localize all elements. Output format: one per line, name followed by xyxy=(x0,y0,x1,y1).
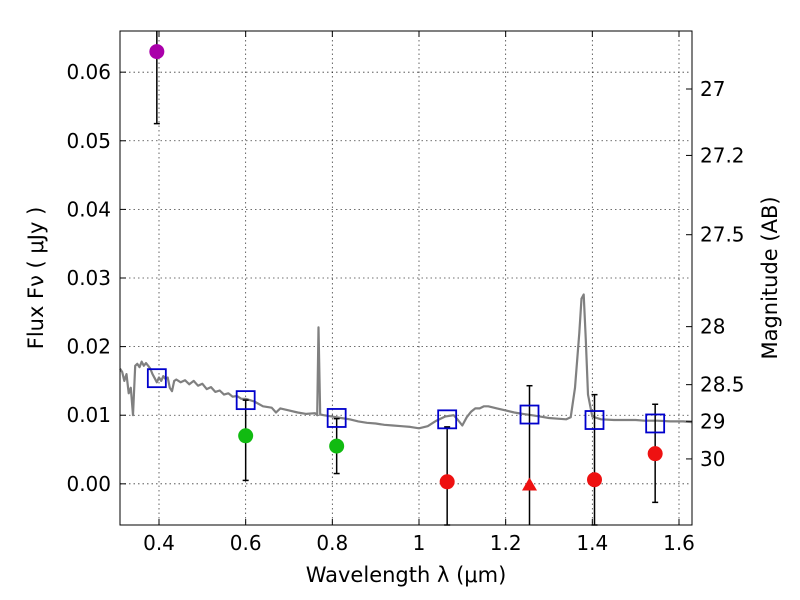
observed-points xyxy=(149,44,663,491)
y-axis-title: Flux Fν ( μJy ) xyxy=(24,207,48,350)
model-band-square xyxy=(235,390,256,411)
observed-point-H xyxy=(647,446,663,462)
model-band-square xyxy=(437,409,458,430)
x-axis-title: Wavelength λ (μm) xyxy=(306,563,507,587)
y-tick-label: 0.03 xyxy=(66,266,111,290)
y-tick-label: 0.02 xyxy=(66,335,111,359)
observed-point-Y xyxy=(439,474,455,490)
observed-point-JH xyxy=(587,472,602,488)
y-tick-label: 0.06 xyxy=(66,60,111,84)
x-tick-label: 1 xyxy=(413,531,426,555)
model-band-markers xyxy=(146,368,666,434)
x-tick-label: 0.6 xyxy=(230,531,262,555)
mag-tick-label: 28.5 xyxy=(700,373,745,397)
y-tick-label: 0.01 xyxy=(66,403,111,427)
mag-tick-label: 27 xyxy=(700,77,725,101)
grid xyxy=(120,31,692,525)
y-tick-label: 0.04 xyxy=(66,197,111,221)
spectrum-line xyxy=(119,293,693,430)
x-tick-label: 1.4 xyxy=(576,531,608,555)
observed-point-V xyxy=(238,428,254,444)
model-band-square xyxy=(584,410,605,430)
observed-point-I xyxy=(329,438,345,454)
model-band-square xyxy=(146,368,167,389)
x-tick-label: 0.8 xyxy=(316,531,348,555)
model-spectrum xyxy=(119,293,693,430)
model-band-square xyxy=(326,408,347,428)
observed-point-U xyxy=(149,44,165,60)
y-tick-label: 0.05 xyxy=(66,129,111,153)
observed-point-J xyxy=(522,477,537,491)
x-tick-label: 1.2 xyxy=(490,531,522,555)
model-band-square xyxy=(519,404,540,425)
mag-tick-label: 29 xyxy=(700,409,725,433)
y-tick-label: 0.00 xyxy=(66,472,111,496)
mag-tick-label: 27.2 xyxy=(700,143,745,167)
mag-tick-label: 27.5 xyxy=(700,223,745,247)
y-axis-right-title: Magnitude (AB) xyxy=(758,196,782,359)
mag-tick-label: 30 xyxy=(700,447,725,471)
model-band-square xyxy=(645,413,666,434)
x-tick-label: 0.4 xyxy=(143,531,175,555)
x-tick-label: 1.6 xyxy=(663,531,695,555)
axis-ticks: 0.4 0.6 0.8 1 1.2 1.4 1.6 0.00 0.01 0.02 0.03 0.04 0… xyxy=(66,31,745,555)
mag-tick-label: 28 xyxy=(700,315,725,339)
